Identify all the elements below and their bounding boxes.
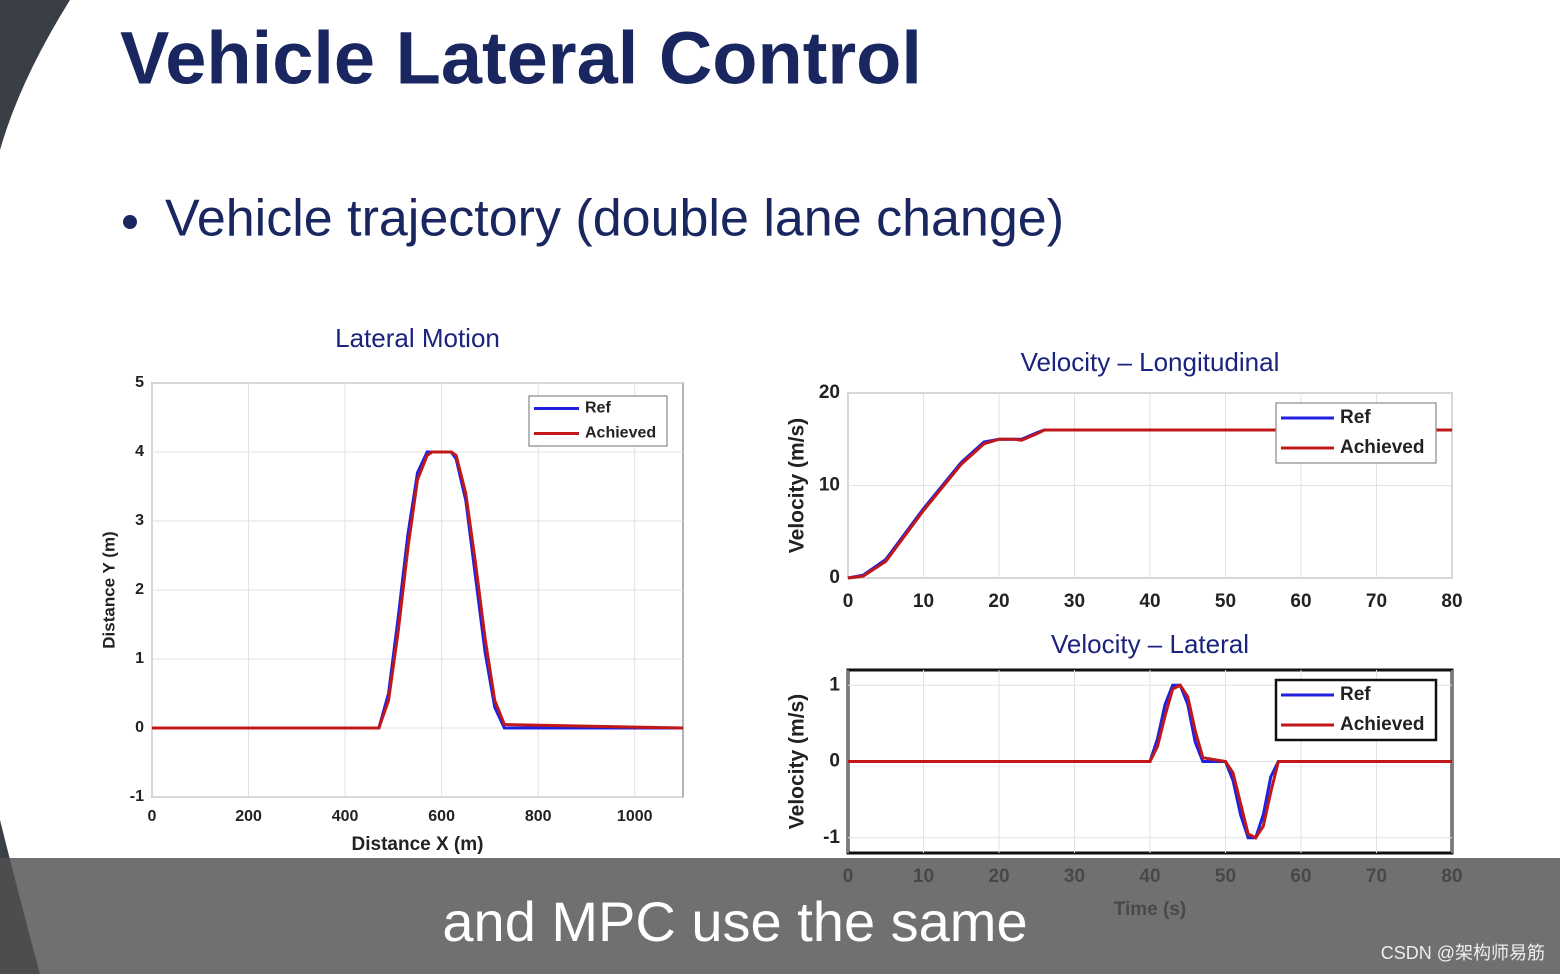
chart-title: Lateral Motion <box>335 323 500 353</box>
y-tick-label: 0 <box>135 719 144 736</box>
y-axis-label: Velocity (m/s) <box>786 418 809 553</box>
y-tick-label: 4 <box>135 443 144 460</box>
series-line <box>847 428 1452 580</box>
y-tick-label: -1 <box>823 827 840 848</box>
x-tick-label: 30 <box>1064 591 1085 612</box>
x-tick-label: 400 <box>332 808 359 825</box>
x-tick-label: 600 <box>428 808 455 825</box>
y-tick-label: 0 <box>829 751 840 772</box>
y-tick-label: 10 <box>819 475 840 496</box>
slide-edge <box>0 0 70 150</box>
y-tick-label: 3 <box>135 512 144 529</box>
x-tick-label: 60 <box>1290 591 1311 612</box>
legend-label: Achieved <box>1340 437 1424 458</box>
x-tick-label: 0 <box>148 808 157 825</box>
legend-label: Ref <box>1340 407 1371 428</box>
legend-box <box>528 395 668 447</box>
legend-label: Ref <box>585 400 611 417</box>
y-axis-label: Velocity (m/s) <box>786 694 809 829</box>
y-tick-label: 1 <box>829 674 840 695</box>
x-tick-label: 70 <box>1366 591 1387 612</box>
y-tick-label: 20 <box>819 382 840 403</box>
bullet-dot <box>123 215 137 229</box>
chart-title: Velocity – Longitudinal <box>1021 347 1280 377</box>
legend-box <box>1274 678 1438 742</box>
series-line <box>848 683 1452 840</box>
x-axis-label: Distance X (m) <box>352 834 484 855</box>
legend-label: Ref <box>1340 684 1371 705</box>
legend-box <box>1275 402 1437 464</box>
y-tick-label: 1 <box>135 650 144 667</box>
caption: and MPC use the same <box>442 890 1027 953</box>
series-line <box>152 450 684 730</box>
x-tick-label: 0 <box>843 591 854 612</box>
x-tick-label: 800 <box>525 808 552 825</box>
caption-band <box>0 858 1560 974</box>
series-line <box>848 683 1452 840</box>
chart-title: Velocity – Lateral <box>1051 629 1249 659</box>
watermark: CSDN @架构师易筋 <box>1381 943 1545 963</box>
y-tick-label: -1 <box>130 788 144 805</box>
x-tick-label: 20 <box>988 591 1009 612</box>
x-tick-label: 80 <box>1441 591 1462 612</box>
x-tick-label: 200 <box>235 808 262 825</box>
x-tick-label: 1000 <box>617 808 653 825</box>
y-axis-label: Distance Y (m) <box>99 531 118 648</box>
legend-label: Achieved <box>585 425 656 442</box>
x-tick-label: 10 <box>913 591 934 612</box>
legend-label: Achieved <box>1340 714 1424 735</box>
x-tick-label: 40 <box>1139 591 1160 612</box>
y-tick-label: 0 <box>829 567 840 588</box>
bullet-text: Vehicle trajectory (double lane change) <box>165 190 1064 248</box>
y-tick-label: 2 <box>135 581 144 598</box>
x-tick-label: 50 <box>1215 591 1236 612</box>
slide-title: Vehicle Lateral Control <box>120 17 922 100</box>
y-tick-label: 5 <box>135 374 144 391</box>
